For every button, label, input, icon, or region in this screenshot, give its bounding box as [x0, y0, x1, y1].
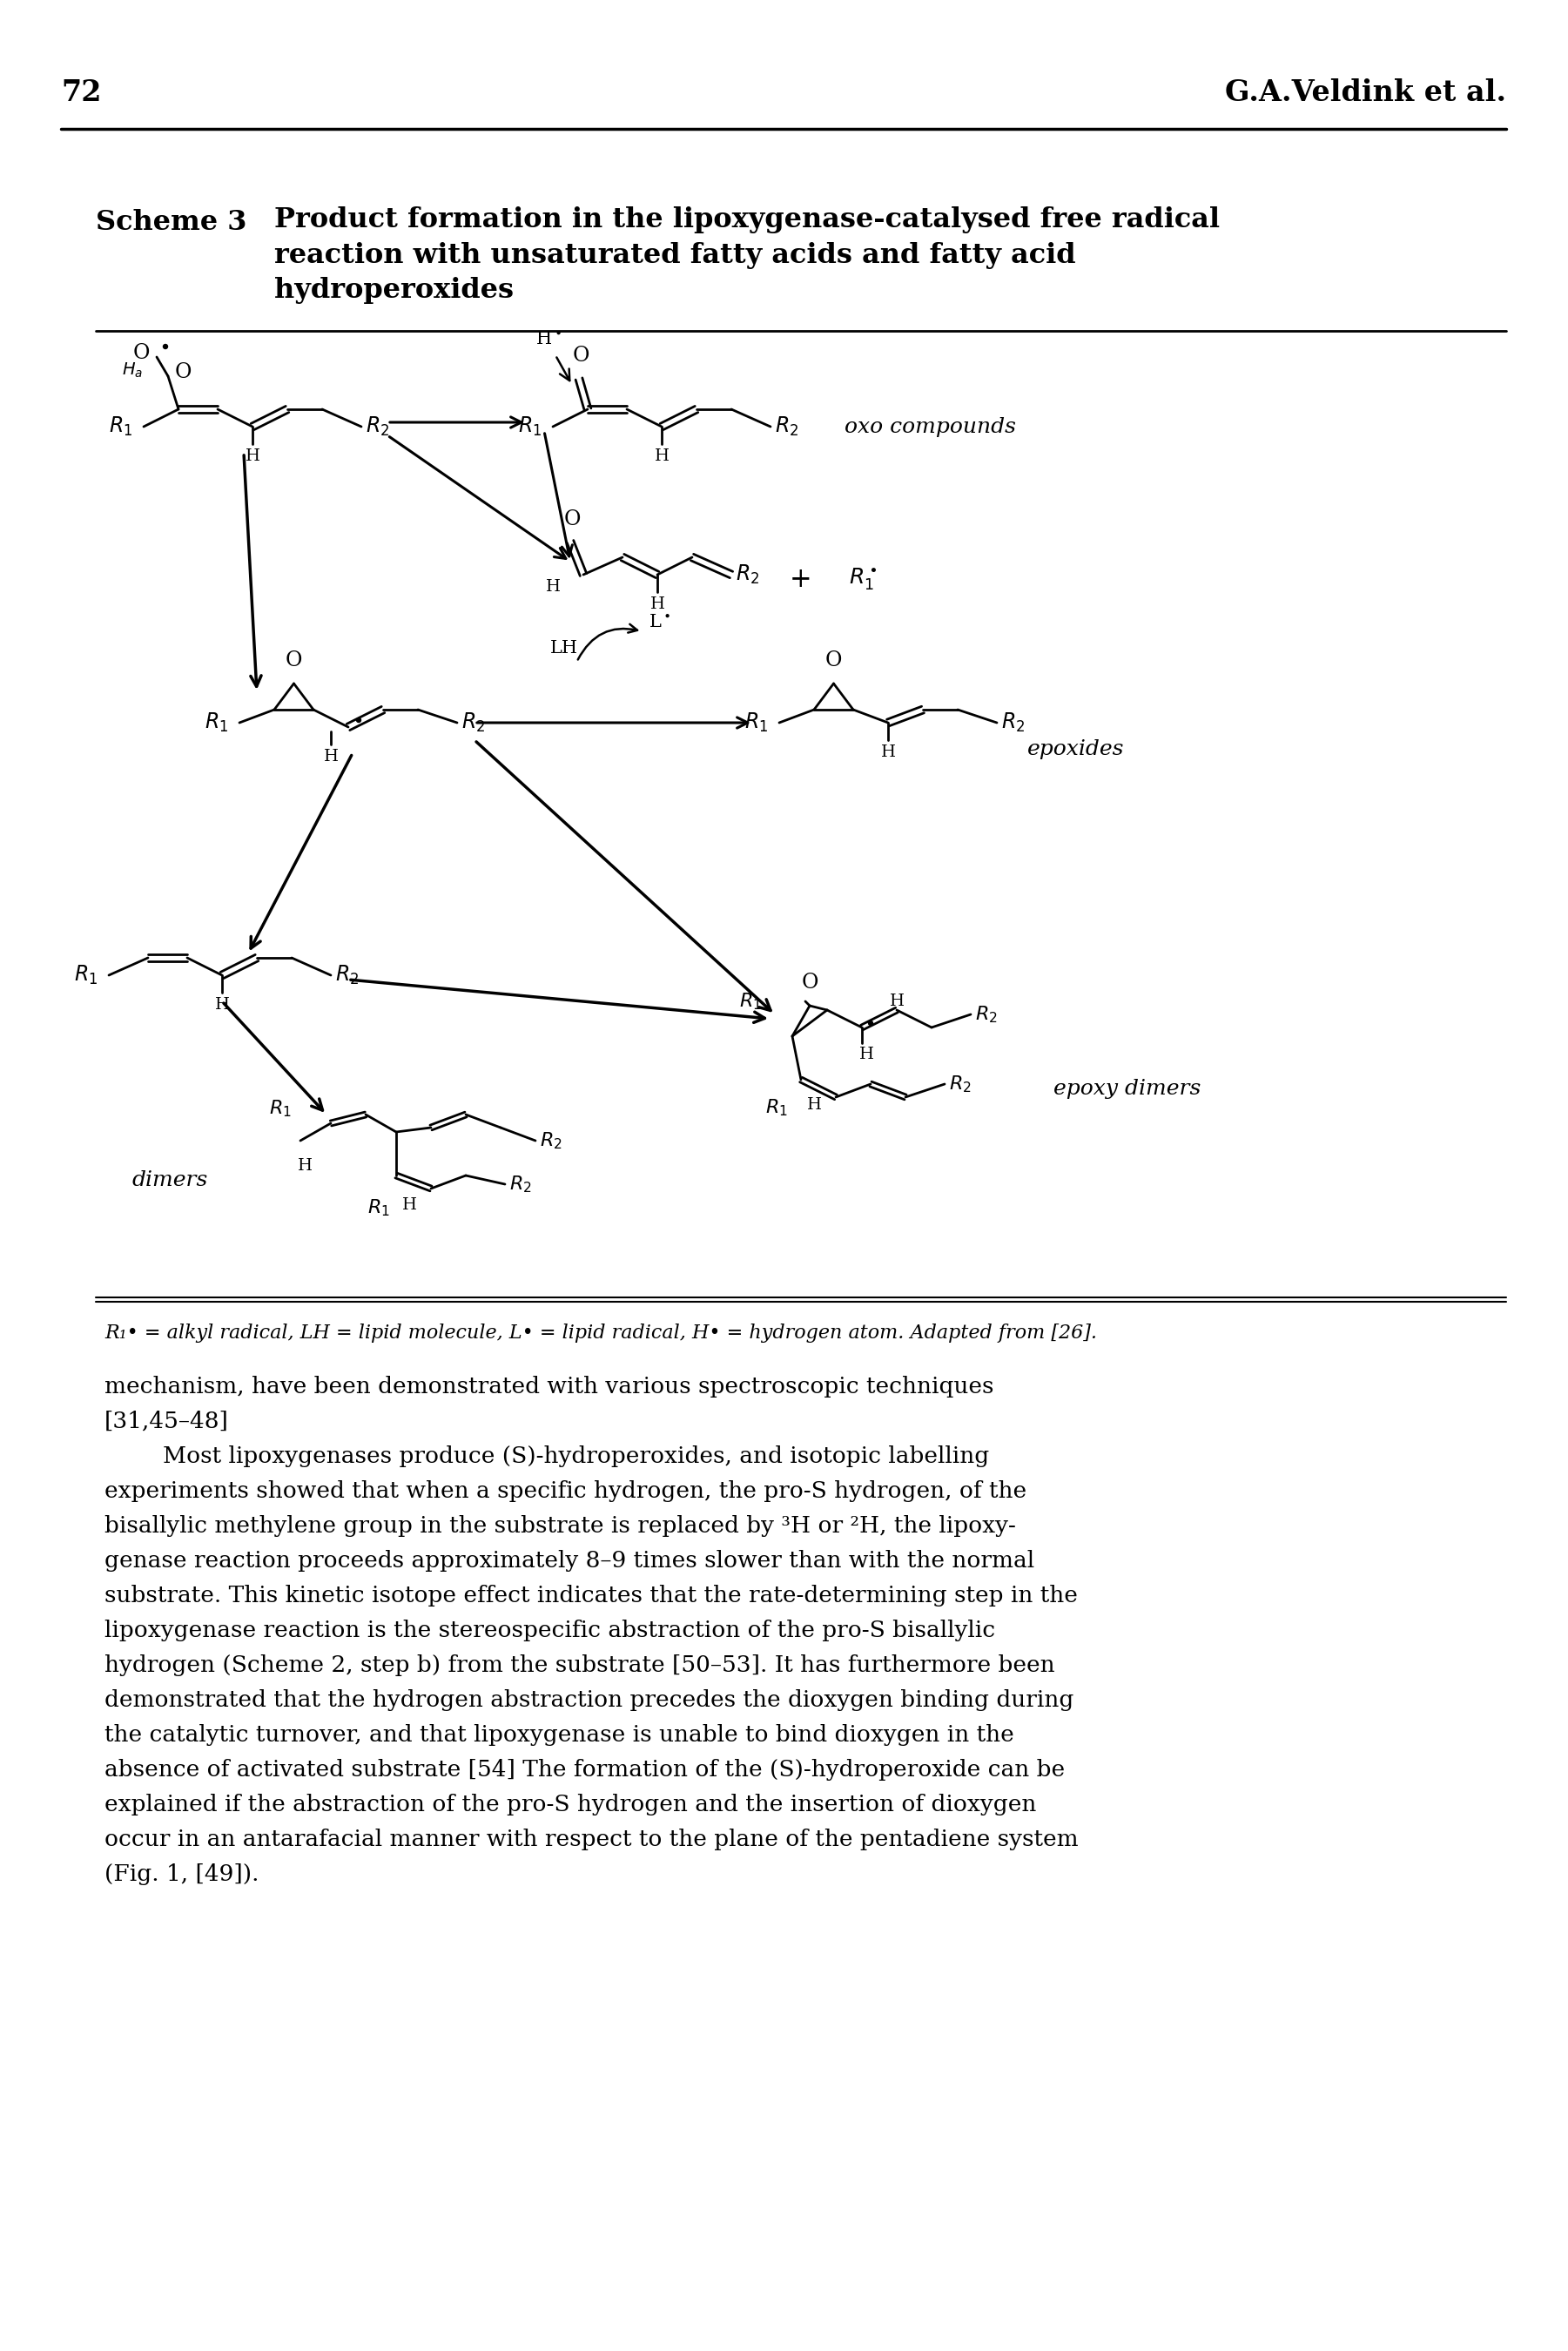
Text: H: H: [806, 1098, 822, 1112]
Text: H: H: [859, 1046, 873, 1063]
Text: 72: 72: [61, 78, 102, 108]
Text: Scheme 3: Scheme 3: [96, 209, 246, 235]
Text: $R_2$: $R_2$: [365, 416, 389, 437]
Text: $R_1$: $R_1$: [270, 1098, 292, 1119]
Text: Most lipoxygenases produce (S)-hydroperoxides, and isotopic labelling: Most lipoxygenases produce (S)-hydropero…: [105, 1446, 989, 1467]
Text: LH: LH: [550, 639, 577, 656]
Text: epoxides: epoxides: [1027, 738, 1124, 759]
Circle shape: [163, 343, 168, 348]
Text: $R_1^\bullet$: $R_1^\bullet$: [848, 567, 877, 592]
Text: Product formation in the lipoxygenase-catalysed free radical: Product formation in the lipoxygenase-ca…: [274, 207, 1220, 233]
Text: [31,45–48]: [31,45–48]: [105, 1411, 229, 1432]
Text: substrate. This kinetic isotope effect indicates that the rate-determining step : substrate. This kinetic isotope effect i…: [105, 1585, 1077, 1606]
Text: H: H: [649, 597, 665, 611]
Text: epoxy dimers: epoxy dimers: [1054, 1079, 1201, 1098]
Text: absence of activated substrate [54] The formation of the (S)-hydroperoxide can b: absence of activated substrate [54] The …: [105, 1759, 1065, 1780]
Text: L$^\bullet$: L$^\bullet$: [648, 614, 671, 630]
Text: $R_1$: $R_1$: [765, 1098, 787, 1117]
Text: H: H: [401, 1197, 417, 1213]
Text: H: H: [881, 745, 895, 759]
Text: $R_1$: $R_1$: [108, 416, 132, 437]
Text: mechanism, have been demonstrated with various spectroscopic techniques: mechanism, have been demonstrated with v…: [105, 1375, 994, 1396]
Text: $R_1$: $R_1$: [204, 712, 227, 734]
Text: $R_2$: $R_2$: [336, 964, 359, 987]
Text: O: O: [825, 651, 842, 670]
Text: explained if the abstraction of the pro-S hydrogen and the insertion of dioxygen: explained if the abstraction of the pro-…: [105, 1794, 1036, 1815]
Text: O: O: [176, 362, 191, 381]
Text: $R_1$: $R_1$: [739, 992, 762, 1011]
Circle shape: [869, 1020, 873, 1025]
Text: $R_1$: $R_1$: [367, 1197, 390, 1218]
Text: $R_2$: $R_2$: [735, 564, 759, 585]
Text: G.A.Veldink et al.: G.A.Veldink et al.: [1225, 78, 1507, 108]
Text: H: H: [323, 750, 339, 764]
Text: $R_2$: $R_2$: [461, 712, 485, 734]
Text: H: H: [546, 578, 560, 595]
Text: H: H: [654, 449, 670, 463]
Text: O: O: [801, 973, 818, 992]
Text: $R_1$: $R_1$: [517, 416, 541, 437]
Text: O: O: [133, 343, 151, 362]
Text: $R_2$: $R_2$: [775, 416, 798, 437]
Text: H: H: [245, 449, 260, 463]
Circle shape: [356, 717, 361, 722]
Text: $R_1$: $R_1$: [74, 964, 97, 987]
Text: $H_a$: $H_a$: [122, 362, 143, 381]
Text: demonstrated that the hydrogen abstraction precedes the dioxygen binding during: demonstrated that the hydrogen abstracti…: [105, 1690, 1074, 1712]
Text: $R_2$: $R_2$: [1002, 712, 1025, 734]
Text: genase reaction proceeds approximately 8–9 times slower than with the normal: genase reaction proceeds approximately 8…: [105, 1549, 1035, 1573]
Text: H$^\bullet$: H$^\bullet$: [535, 331, 561, 348]
Text: the catalytic turnover, and that lipoxygenase is unable to bind dioxygen in the: the catalytic turnover, and that lipoxyg…: [105, 1723, 1014, 1747]
Text: $R_2$: $R_2$: [539, 1131, 563, 1152]
Text: O: O: [285, 651, 303, 670]
Text: bisallylic methylene group in the substrate is replaced by ³H or ²H, the lipoxy-: bisallylic methylene group in the substr…: [105, 1514, 1016, 1538]
Text: oxo compounds: oxo compounds: [845, 416, 1016, 437]
Text: H: H: [889, 994, 905, 1009]
Text: R₁• = alkyl radical, LH = lipid molecule, L• = lipid radical, H• = hydrogen atom: R₁• = alkyl radical, LH = lipid molecule…: [105, 1324, 1098, 1342]
Text: O: O: [563, 510, 580, 529]
Text: $R_1$: $R_1$: [745, 712, 768, 734]
Text: $R_2$: $R_2$: [510, 1173, 532, 1194]
Text: hydrogen (Scheme 2, step b) from the substrate [50–53]. It has furthermore been: hydrogen (Scheme 2, step b) from the sub…: [105, 1655, 1055, 1676]
Text: experiments showed that when a specific hydrogen, the pro-S hydrogen, of the: experiments showed that when a specific …: [105, 1481, 1027, 1502]
Text: H: H: [298, 1159, 312, 1173]
Text: occur in an antarafacial manner with respect to the plane of the pentadiene syst: occur in an antarafacial manner with res…: [105, 1829, 1079, 1850]
Text: lipoxygenase reaction is the stereospecific abstraction of the pro-S bisallylic: lipoxygenase reaction is the stereospeci…: [105, 1620, 996, 1641]
Text: (Fig. 1, [49]).: (Fig. 1, [49]).: [105, 1864, 259, 1886]
Text: +: +: [790, 567, 812, 592]
Text: reaction with unsaturated fatty acids and fatty acid: reaction with unsaturated fatty acids an…: [274, 242, 1076, 268]
Text: $R_2$: $R_2$: [949, 1074, 971, 1093]
Text: $R_2$: $R_2$: [975, 1004, 997, 1025]
Text: O: O: [572, 346, 590, 367]
Text: H: H: [215, 997, 229, 1013]
Text: dimers: dimers: [132, 1171, 209, 1190]
Text: hydroperoxides: hydroperoxides: [274, 277, 514, 303]
